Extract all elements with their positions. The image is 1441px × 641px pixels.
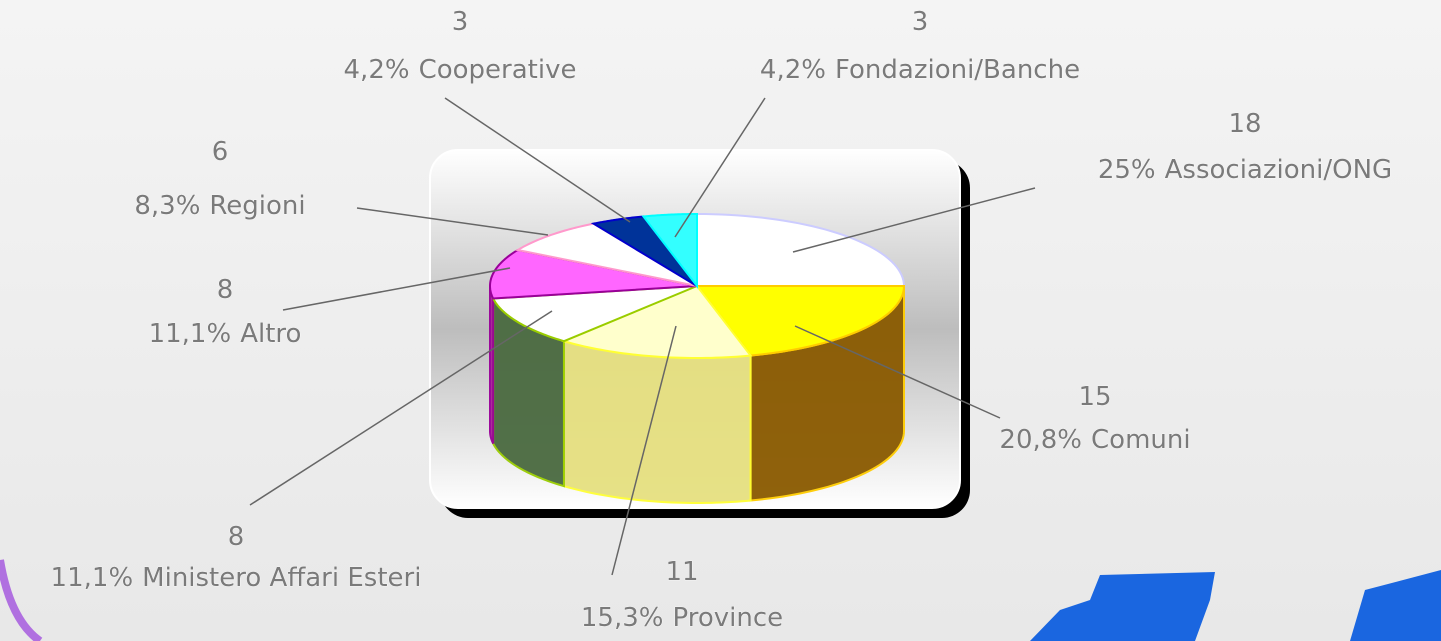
slice — [641, 212, 698, 289]
slice — [491, 285, 698, 343]
value-label: 15 — [1078, 382, 1111, 412]
category-name: Comuni — [1091, 425, 1191, 455]
category-label: 15,3% Province — [581, 603, 783, 633]
slice-side — [489, 285, 495, 444]
leader-line — [611, 325, 677, 576]
percent-label: 4,2% — [760, 55, 826, 85]
slice — [488, 248, 698, 300]
category-name: Altro — [240, 319, 301, 349]
category-label: 8,3% Regioni — [134, 191, 305, 221]
percent-label: 15,3% — [581, 603, 664, 633]
percent-label: 11,1% — [51, 563, 134, 593]
value-label: 8 — [217, 275, 234, 305]
leader-line — [249, 310, 553, 506]
percent-label: 20,8% — [999, 425, 1082, 455]
category-label: 11,1% Altro — [149, 319, 302, 349]
percent-label: 4,2% — [344, 55, 410, 85]
category-name: Province — [672, 603, 783, 633]
category-label: 4,2% Fondazioni/Banche — [760, 55, 1080, 85]
value-label: 18 — [1228, 109, 1261, 139]
slice — [694, 285, 906, 357]
slice-side — [562, 339, 752, 505]
leader-line — [282, 267, 511, 311]
decor-arc — [0, 559, 43, 641]
leader-line — [444, 97, 631, 223]
pie — [488, 212, 906, 505]
percent-label: 11,1% — [149, 319, 232, 349]
value-label: 3 — [912, 7, 929, 37]
category-name: Ministero Affari Esteri — [142, 563, 421, 593]
percent-label: 8,3% — [134, 191, 200, 221]
value-label: 11 — [665, 557, 698, 587]
decor-map — [1350, 570, 1441, 641]
category-label: 25% Associazioni/ONG — [1098, 155, 1392, 185]
value-label: 6 — [212, 137, 229, 167]
leader-line — [792, 187, 1036, 253]
slice — [590, 215, 698, 287]
category-name: Regioni — [209, 191, 305, 221]
category-label: 11,1% Ministero Affari Esteri — [51, 563, 422, 593]
category-label: 4,2% Cooperative — [344, 55, 577, 85]
leader-line — [794, 325, 1001, 419]
category-name: Fondazioni/Banche — [835, 55, 1080, 85]
value-label: 8 — [228, 522, 245, 552]
decor-map — [1030, 572, 1215, 641]
category-label: 20,8% Comuni — [999, 425, 1190, 455]
slice — [560, 284, 753, 360]
slice — [514, 222, 698, 287]
category-name: Cooperative — [419, 55, 577, 85]
leader-line — [674, 97, 766, 238]
category-name: Associazioni/ONG — [1165, 155, 1393, 185]
value-label: 3 — [452, 7, 469, 37]
leader-line — [356, 207, 549, 236]
percent-label: 25% — [1098, 155, 1156, 185]
